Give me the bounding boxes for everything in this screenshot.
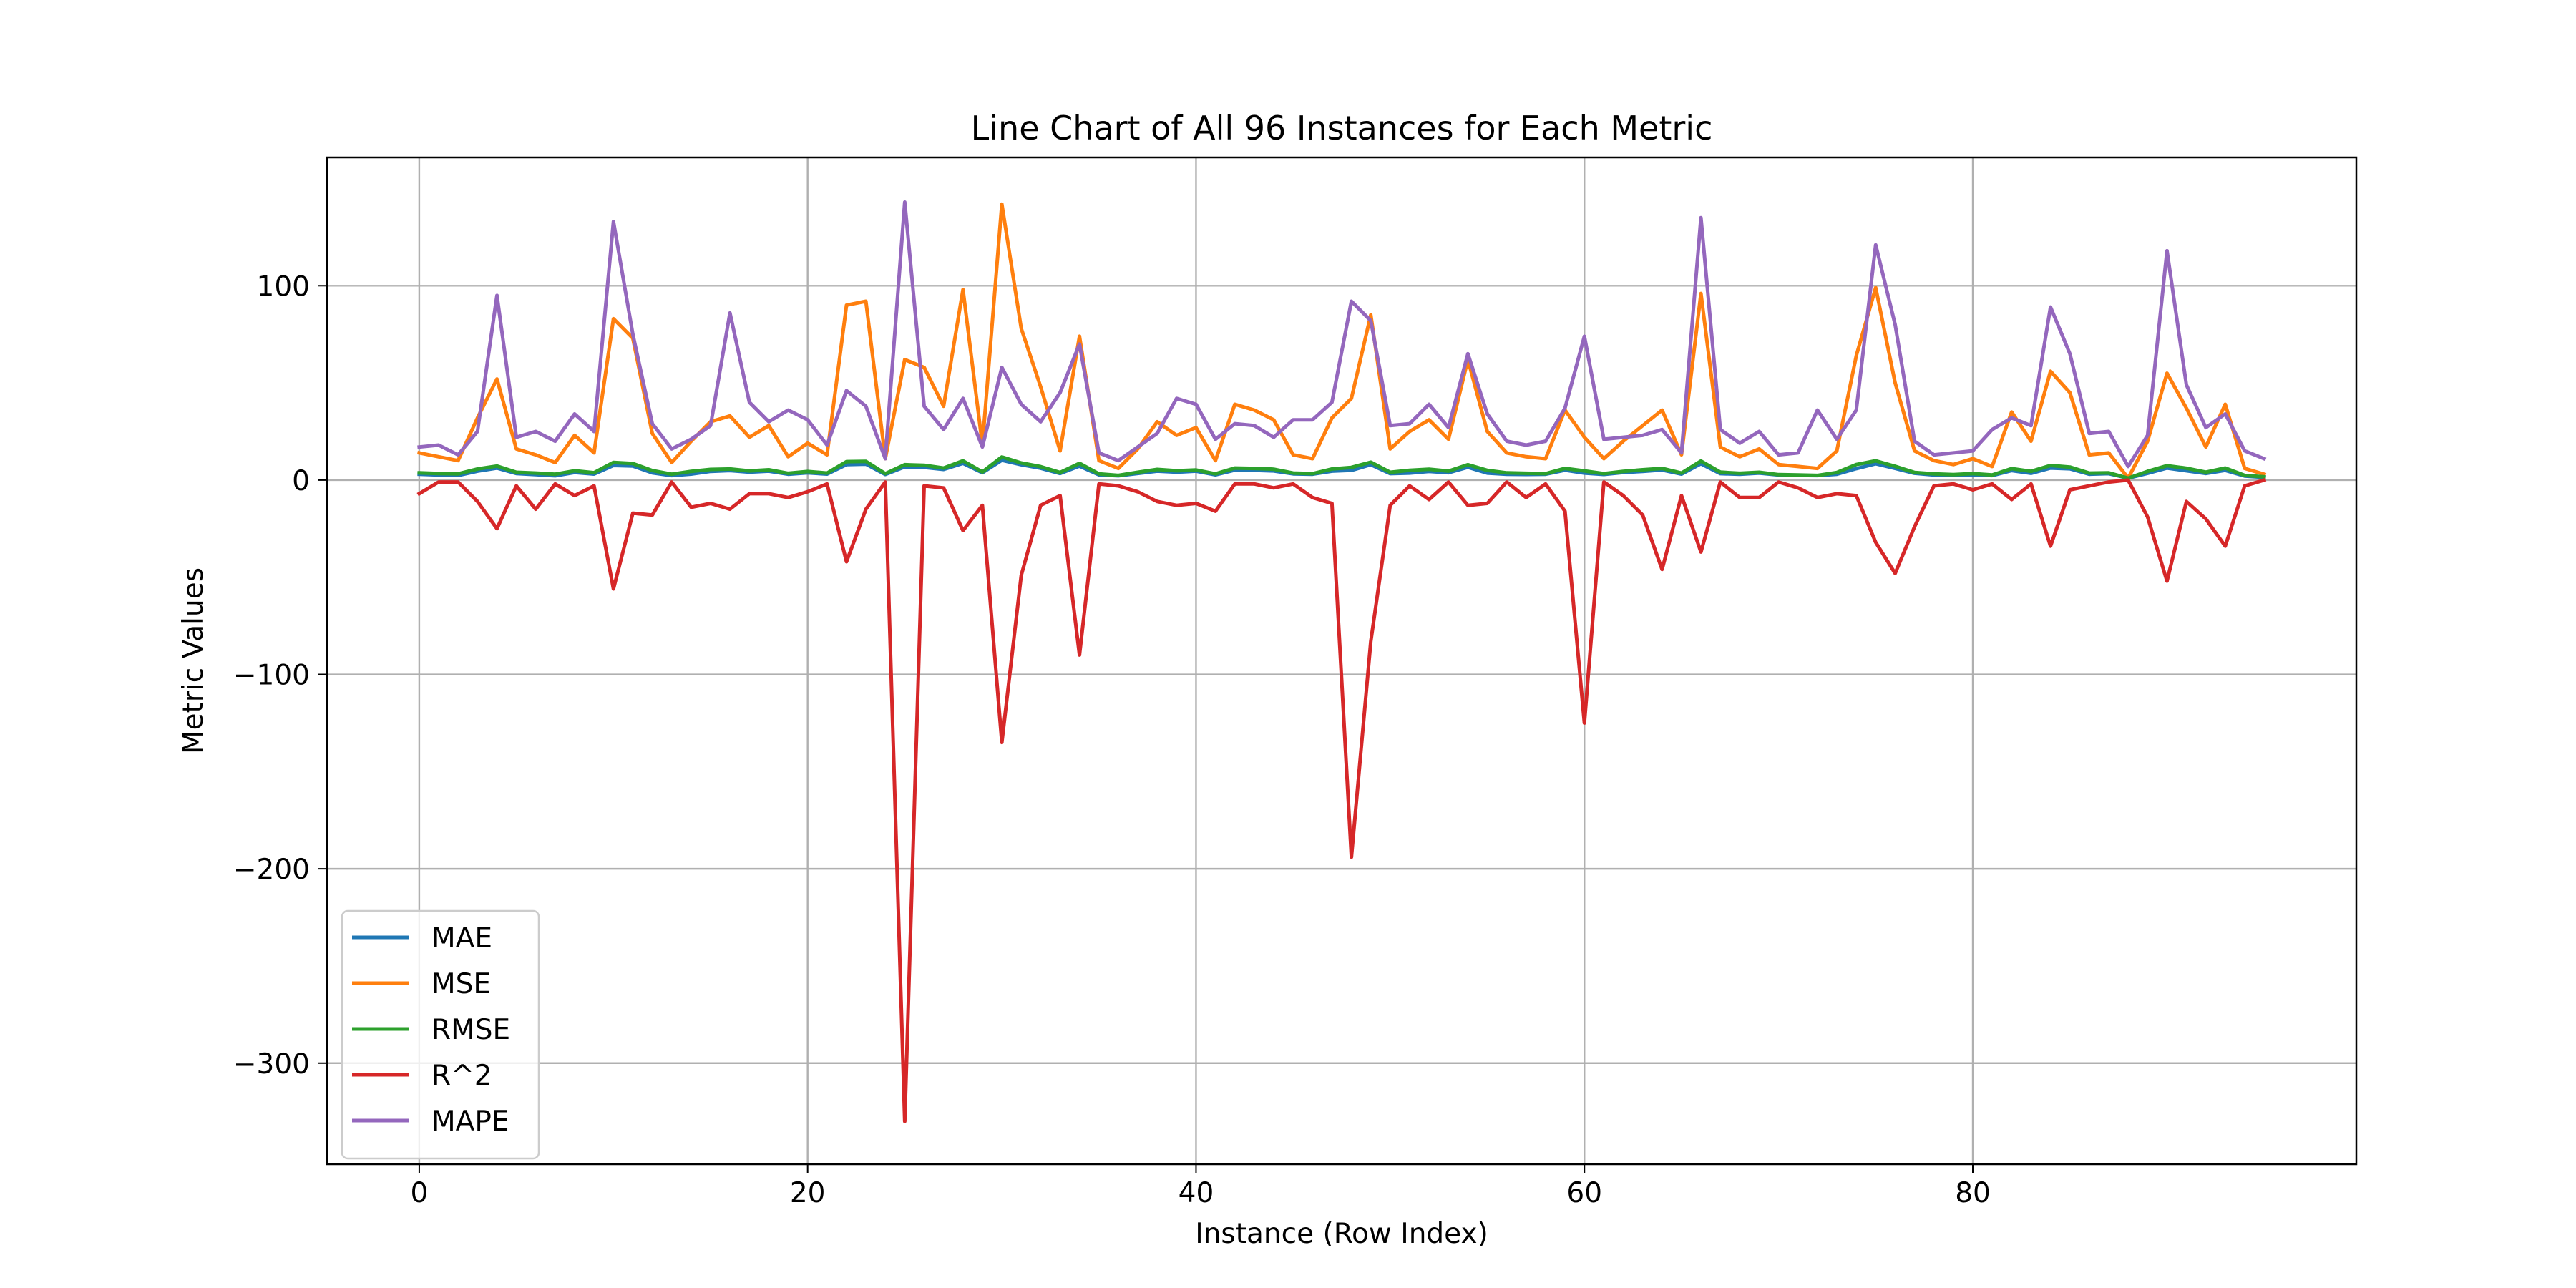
x-tick-label: 0 [410,1177,428,1209]
y-tick-label: −200 [233,854,310,886]
y-axis-label: Metric Values [177,567,210,754]
series-line-r-2 [416,477,2267,1123]
x-tick-label: 40 [1179,1177,1214,1209]
series-line-mape [417,200,2267,469]
legend-label: R^2 [431,1060,492,1092]
y-axis: 100 0 −100 −200 −300 [233,270,327,1080]
x-tick-label: 60 [1566,1177,1602,1209]
y-tick-label: −100 [233,660,310,692]
chart-title: Line Chart of All 96 Instances for Each … [971,109,1713,147]
x-tick-label: 80 [1955,1177,1991,1209]
legend: MAE MSE RMSE R^2 MAPE [341,909,540,1160]
y-tick-label: 100 [257,270,310,303]
legend-label: MAPE [431,1106,509,1138]
series-lines [416,200,2267,1123]
series-line-mse [416,202,2267,480]
y-tick-label: 0 [292,465,310,497]
x-tick-label: 20 [790,1177,826,1209]
x-axis-label: Instance (Row Index) [1195,1218,1488,1250]
grid-lines [327,157,2356,1164]
x-axis: 0 20 40 60 80 [410,1164,1991,1209]
plot-frame [326,156,2358,1166]
series-line-rmse [417,455,2266,480]
y-tick-label: −300 [233,1048,310,1080]
legend-label: MSE [431,968,491,1000]
legend-box [341,909,540,1160]
legend-label: RMSE [431,1014,510,1046]
legend-label: MAE [431,922,492,955]
